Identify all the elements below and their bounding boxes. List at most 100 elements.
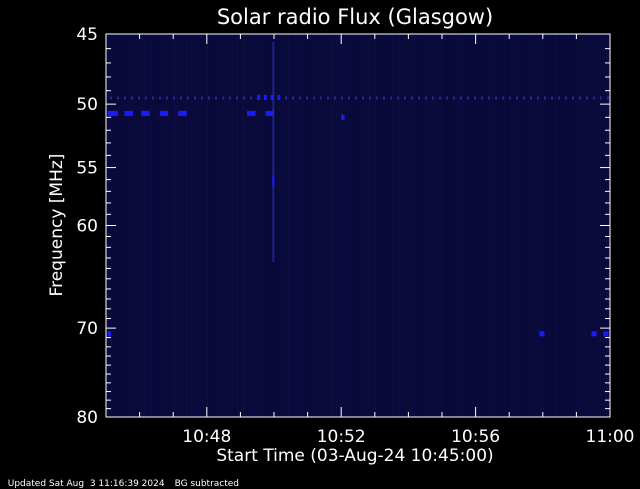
noise-streak — [573, 34, 574, 417]
noise-streak — [504, 34, 505, 417]
noise-streak — [138, 34, 139, 417]
noise-streak — [432, 34, 433, 417]
band-dot — [607, 96, 609, 100]
band-dot — [523, 96, 525, 100]
noise-streak — [294, 34, 295, 417]
noise-streak — [438, 34, 439, 417]
x-tick-label: 10:56 — [451, 427, 500, 447]
noise-streak — [165, 34, 166, 417]
noise-streak — [414, 34, 415, 417]
noise-streak — [348, 34, 349, 417]
noise-streak — [453, 34, 454, 417]
band-dot — [334, 96, 336, 100]
noise-streak — [147, 34, 148, 417]
noise-streak — [186, 34, 187, 417]
noise-streak — [576, 34, 577, 417]
noise-streak — [339, 34, 340, 417]
band-dot — [586, 96, 588, 100]
band-dot — [327, 96, 329, 100]
noise-streak — [345, 34, 346, 417]
noise-streak — [171, 34, 172, 417]
noise-streak — [303, 34, 304, 417]
noise-streak — [129, 34, 130, 417]
noise-streak — [522, 34, 523, 417]
band-dot — [313, 96, 315, 100]
noise-streak — [201, 34, 202, 417]
band-dot — [390, 96, 392, 100]
noise-streak — [513, 34, 514, 417]
noise-streak — [318, 34, 319, 417]
noise-streak — [168, 34, 169, 417]
chart-title: Solar radio Flux (Glasgow) — [217, 5, 493, 29]
noise-streak — [117, 34, 118, 417]
noise-streak — [555, 34, 556, 417]
noise-streak — [384, 34, 385, 417]
noise-streak — [462, 34, 463, 417]
band-dot — [509, 96, 511, 100]
noise-streak — [531, 34, 532, 417]
noise-streak — [240, 34, 241, 417]
noise-streak — [426, 34, 427, 417]
noise-streak — [471, 34, 472, 417]
noise-streak — [288, 34, 289, 417]
signal-spot — [107, 110, 118, 116]
updated-timestamp: Updated Sat Aug 3 11:16:39 2024 — [7, 479, 165, 489]
noise-streak — [204, 34, 205, 417]
band-dot — [579, 96, 581, 100]
noise-streak — [153, 34, 154, 417]
noise-streak — [135, 34, 136, 417]
band-dot — [194, 96, 196, 100]
noise-streak — [360, 34, 361, 417]
noise-streak — [300, 34, 301, 417]
noise-streak — [372, 34, 373, 417]
noise-streak — [243, 34, 244, 417]
noise-streak — [405, 34, 406, 417]
signal-spot — [257, 94, 261, 100]
band-dot — [145, 96, 147, 100]
band-dot — [411, 96, 413, 100]
band-dot — [320, 96, 322, 100]
band-dot — [404, 96, 406, 100]
noise-streak — [465, 34, 466, 417]
noise-streak — [537, 34, 538, 417]
y-tick-label: 80 — [76, 408, 98, 428]
noise-streak — [177, 34, 178, 417]
band-dot — [432, 96, 434, 100]
noise-streak — [330, 34, 331, 417]
band-dot — [124, 96, 126, 100]
noise-streak — [159, 34, 160, 417]
band-dot — [453, 96, 455, 100]
y-tick-label: 70 — [76, 319, 98, 339]
noise-streak — [231, 34, 232, 417]
noise-streak — [216, 34, 217, 417]
noise-streak — [162, 34, 163, 417]
noise-streak — [498, 34, 499, 417]
band-dot — [152, 96, 154, 100]
noise-streak — [246, 34, 247, 417]
bright-spots — [107, 42, 609, 337]
noise-streak — [456, 34, 457, 417]
band-dot — [474, 96, 476, 100]
noise-streak — [399, 34, 400, 417]
band-dot — [502, 96, 504, 100]
noise-streak — [477, 34, 478, 417]
noise-streak — [459, 34, 460, 417]
band-dot — [117, 96, 119, 100]
noise-streak — [549, 34, 550, 417]
band-dot — [551, 96, 553, 100]
noise-streak — [219, 34, 220, 417]
noise-streak — [534, 34, 535, 417]
noise-streak — [321, 34, 322, 417]
signal-spot — [124, 110, 133, 116]
band-dot — [187, 96, 189, 100]
signal-spot — [270, 94, 274, 100]
x-tick-label: 11:00 — [586, 427, 635, 447]
noise-streak — [450, 34, 451, 417]
noise-streak — [588, 34, 589, 417]
band-dot — [208, 96, 210, 100]
noise-streak — [447, 34, 448, 417]
noise-streak — [582, 34, 583, 417]
noise-streak — [312, 34, 313, 417]
x-tick-label: 10:52 — [317, 427, 366, 447]
